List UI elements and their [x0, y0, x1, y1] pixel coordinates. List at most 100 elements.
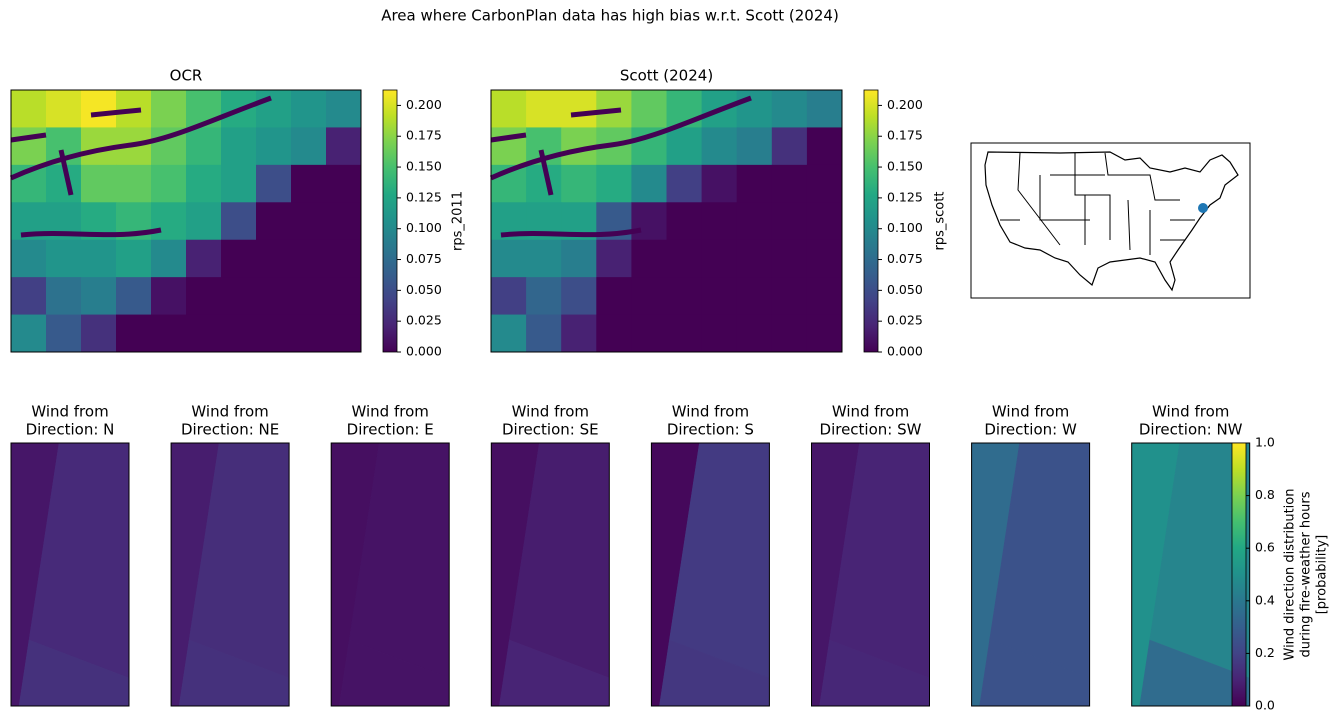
heat-cell: [491, 90, 527, 128]
heat-cell: [151, 164, 187, 203]
heat-cell: [151, 202, 187, 241]
colorbar-tick-label: 0.050: [887, 282, 923, 297]
heat-cell: [291, 314, 327, 353]
heat-cell: [326, 127, 362, 166]
heat-cell: [561, 164, 597, 203]
panel-title: Direction: SE: [502, 421, 599, 439]
heat-cell: [256, 277, 292, 316]
heat-cell: [666, 239, 703, 278]
heat-cell: [701, 314, 738, 353]
heat-cell: [631, 314, 667, 353]
heat-cell: [186, 127, 222, 166]
panel-title: Wind from: [832, 403, 909, 421]
heat-cell: [526, 90, 562, 128]
panel-frame: [10, 442, 130, 707]
heat-cell: [771, 202, 808, 241]
heat-cell: [771, 239, 808, 278]
heat-cell: [326, 239, 362, 278]
location-point: [1198, 203, 1208, 213]
heat-cell: [221, 239, 257, 278]
heat-cell: [151, 277, 187, 316]
heat-cell: [561, 239, 597, 278]
colorbar-tick-label: 0.150: [887, 159, 923, 174]
heat-cell: [806, 202, 843, 241]
colorbar-label: during fire-weather hours: [1299, 491, 1314, 657]
heat-cell: [11, 90, 47, 128]
colorbar-tick-label: 0.025: [887, 313, 923, 328]
heat-cell: [771, 164, 808, 203]
panel-frame: [1131, 442, 1251, 707]
colorbar: [382, 89, 398, 353]
heat-cell: [806, 277, 843, 316]
colorbar-label: rps_2011: [451, 191, 466, 251]
panel-title: Wind from: [672, 403, 749, 421]
river-network: [489, 95, 752, 238]
heat-cell: [326, 314, 362, 353]
heat-cell: [736, 90, 773, 128]
heat-cell: [291, 127, 327, 166]
us-map: [970, 142, 1251, 299]
heat-cell: [186, 277, 222, 316]
colorbar-tick-label: 0.000: [887, 344, 923, 359]
heat-cell: [736, 202, 773, 241]
panel-frame: [650, 442, 770, 707]
colorbar-tick-label: 1.0: [1255, 435, 1275, 450]
heat-cell: [256, 127, 292, 166]
heat-cell: [491, 239, 527, 278]
heat-cell: [326, 90, 362, 128]
heat-cell: [221, 202, 257, 241]
colorbar-tick-label: 0.000: [406, 344, 442, 359]
panel-title: Wind from: [1152, 403, 1229, 421]
heat-cell: [736, 277, 773, 316]
colorbar: [1231, 442, 1247, 707]
panel-title: Wind from: [512, 403, 589, 421]
heat-cell: [116, 277, 152, 316]
heat-cell: [806, 90, 843, 128]
panel-title: Wind from: [992, 403, 1069, 421]
heat-cell: [326, 202, 362, 241]
heat-cell: [526, 239, 562, 278]
heat-cell: [221, 127, 257, 166]
heat-cell: [81, 314, 117, 353]
heat-cell: [701, 127, 738, 166]
panel-title: Direction: E: [347, 421, 434, 439]
heat-cell: [701, 164, 738, 203]
heat-cell: [771, 90, 808, 128]
panel-title: Wind from: [352, 403, 429, 421]
colorbar-tick-label: 0.0: [1255, 698, 1275, 713]
panel-frame: [330, 442, 450, 707]
heat-cell: [221, 164, 257, 203]
heat-cell: [11, 239, 47, 278]
heat-cell: [631, 239, 667, 278]
panel-title: Wind from: [31, 403, 108, 421]
heat-cell: [81, 277, 117, 316]
heat-cell: [291, 239, 327, 278]
colorbar-label: [probability]: [1315, 535, 1330, 615]
heat-cell: [771, 127, 808, 166]
heat-cell: [806, 239, 843, 278]
colorbar-tick-label: 0.100: [406, 220, 442, 235]
panel-title: Direction: SW: [820, 421, 922, 439]
heat-cell: [666, 164, 703, 203]
heat-cell: [46, 90, 82, 128]
heat-cell: [736, 239, 773, 278]
heat-cell: [526, 277, 562, 316]
heat-cell: [771, 277, 808, 316]
heat-cell: [151, 90, 187, 128]
heat-cell: [666, 202, 703, 241]
heat-cell: [631, 164, 667, 203]
heat-cell: [256, 164, 292, 203]
colorbar-tick-label: 0.175: [406, 128, 442, 143]
heat-cell: [256, 90, 292, 128]
heat-cell: [326, 277, 362, 316]
heat-cell: [491, 277, 527, 316]
heat-cell: [701, 239, 738, 278]
heat-cell: [291, 164, 327, 203]
heat-cell: [221, 314, 257, 353]
colorbar-label: Wind direction distribution: [1283, 489, 1298, 661]
panel-frame: [170, 442, 290, 707]
colorbar-tick-label: 0.125: [887, 189, 923, 204]
heat-cell: [701, 277, 738, 316]
panel-title: Direction: S: [667, 421, 754, 439]
